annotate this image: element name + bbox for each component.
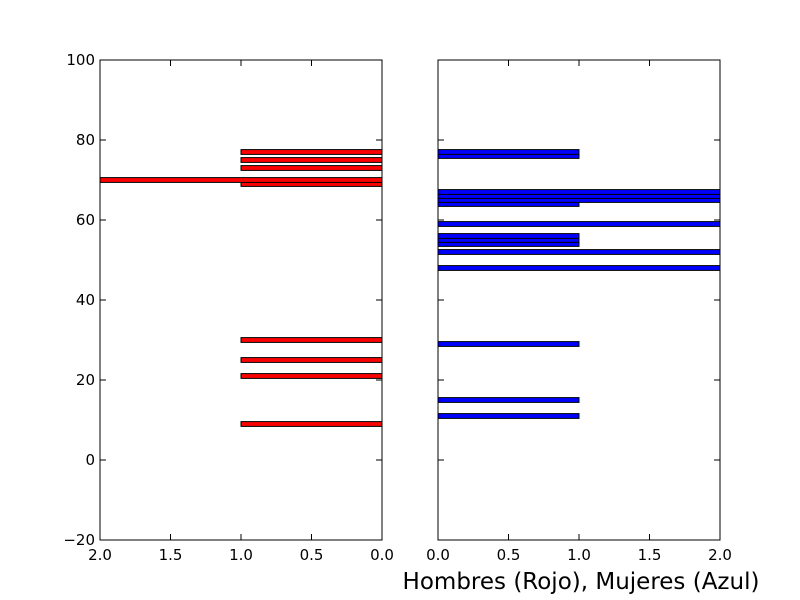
bar-mujeres-y59 [438, 221, 720, 227]
y-tick-label: 100 [66, 51, 95, 69]
bar-hombres-y21 [240, 373, 382, 379]
x-tick-label: 1.5 [638, 546, 662, 564]
x-tick-label: 0.0 [426, 546, 450, 564]
bar-hombres-y77 [240, 149, 382, 155]
bar-hombres-y73 [240, 165, 382, 171]
y-tick-label: 40 [76, 291, 95, 309]
plot-frame [99, 59, 383, 541]
bar-mujeres-y67 [438, 189, 720, 195]
y-tick-label: 60 [76, 211, 95, 229]
x-tick-label: 0.5 [300, 546, 324, 564]
x-tick-label: 2.0 [708, 546, 732, 564]
bar-hombres-y75 [240, 157, 382, 163]
x-tick-label: 0.0 [370, 546, 394, 564]
bar-mujeres-y29 [438, 341, 580, 347]
y-tick-label: −20 [63, 531, 95, 549]
bar-hombres-y9 [240, 421, 382, 427]
x-tick-label: 1.0 [567, 546, 591, 564]
y-tick-label: 80 [76, 131, 95, 149]
y-tick-label: 20 [76, 371, 95, 389]
x-axis-label: Hombres (Rojo), Mujeres (Azul) [403, 569, 760, 595]
bar-mujeres-y52 [438, 249, 720, 255]
bar-hombres-y70 [100, 177, 382, 183]
x-tick-label: 0.5 [497, 546, 521, 564]
plot-frame [437, 59, 721, 541]
x-tick-label: 1.0 [229, 546, 253, 564]
bar-hombres-y25 [240, 357, 382, 363]
bar-mujeres-y48 [438, 265, 720, 271]
y-tick-label: 0 [85, 451, 95, 469]
bar-mujeres-y56 [438, 233, 580, 239]
bar-hombres-y30 [240, 337, 382, 343]
bar-mujeres-y11 [438, 413, 580, 419]
right-panel-mujeres: 0.0 0.5 1.0 1.5 2.0 [426, 59, 732, 564]
left-panel-hombres: 2.0 1.5 1.0 0.5 0.0 100 80 60 40 20 0 −20 [63, 51, 394, 564]
bar-mujeres-y77 [438, 149, 580, 155]
x-tick-label: 1.5 [159, 546, 183, 564]
bar-mujeres-y15 [438, 397, 580, 403]
x-tick-label: 2.0 [88, 546, 112, 564]
